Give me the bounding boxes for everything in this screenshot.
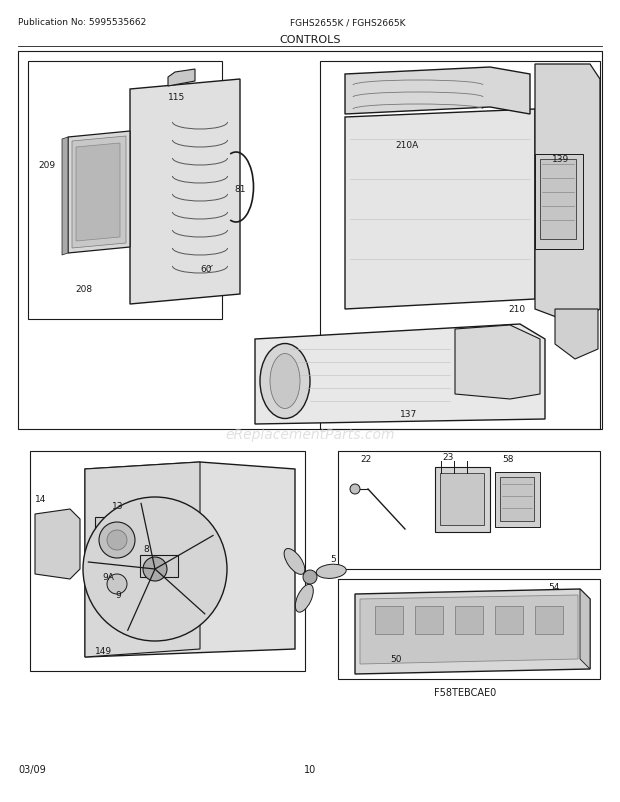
Polygon shape [35, 509, 80, 579]
Polygon shape [355, 589, 590, 674]
Text: 210A: 210A [395, 140, 418, 149]
Polygon shape [535, 65, 600, 325]
Polygon shape [130, 80, 240, 305]
Polygon shape [168, 70, 195, 87]
Bar [375, 606, 403, 634]
Polygon shape [76, 144, 120, 241]
Polygon shape [255, 325, 545, 424]
Text: 22: 22 [360, 455, 371, 464]
Text: 5: 5 [330, 555, 336, 564]
Bar [320, 62, 600, 429]
Text: 210: 210 [508, 305, 525, 314]
Polygon shape [580, 589, 590, 669]
Text: 208: 208 [75, 286, 92, 294]
Circle shape [99, 522, 135, 558]
Text: 54: 54 [548, 583, 559, 592]
Polygon shape [345, 110, 535, 310]
Bar [95, 517, 139, 563]
Bar [535, 155, 583, 249]
Text: 9: 9 [115, 591, 121, 600]
Text: 9A: 9A [102, 573, 114, 581]
Bar [495, 472, 540, 528]
Text: 58: 58 [502, 455, 513, 464]
Text: 13: 13 [112, 502, 123, 511]
Polygon shape [555, 310, 598, 359]
Text: FGHS2655K / FGHS2665K: FGHS2655K / FGHS2665K [290, 18, 405, 27]
Bar [140, 555, 178, 577]
Bar [30, 452, 305, 671]
Bar [455, 606, 483, 634]
Text: CONTROLS: CONTROLS [279, 35, 341, 45]
Text: 50: 50 [390, 654, 402, 664]
Ellipse shape [316, 565, 346, 579]
Bar [28, 62, 222, 320]
Bar [338, 452, 600, 569]
Polygon shape [85, 463, 295, 657]
Bar [500, 477, 534, 521]
Text: 137: 137 [400, 410, 417, 419]
Polygon shape [85, 463, 200, 657]
Circle shape [107, 530, 127, 550]
Text: 8: 8 [143, 545, 149, 554]
Text: 81: 81 [234, 185, 246, 194]
Bar [415, 606, 443, 634]
Polygon shape [72, 137, 126, 249]
Text: 03/09: 03/09 [18, 764, 46, 774]
Text: Publication No: 5995535662: Publication No: 5995535662 [18, 18, 146, 27]
Ellipse shape [295, 585, 313, 613]
Polygon shape [455, 326, 540, 399]
Bar [338, 579, 600, 679]
Polygon shape [68, 132, 130, 253]
Polygon shape [360, 595, 578, 664]
Bar [495, 606, 523, 634]
Text: 60: 60 [200, 265, 211, 274]
Polygon shape [62, 138, 68, 256]
Bar [540, 160, 576, 240]
Text: 10: 10 [304, 764, 316, 774]
Text: 23: 23 [442, 453, 453, 462]
Bar [435, 468, 490, 533]
Text: 209: 209 [38, 160, 55, 169]
Text: F58TEBCAE0: F58TEBCAE0 [434, 687, 496, 697]
Bar [440, 473, 484, 525]
Circle shape [143, 557, 167, 581]
Bar [535, 606, 563, 634]
Polygon shape [345, 68, 530, 115]
Ellipse shape [270, 354, 300, 409]
Text: 139: 139 [552, 156, 569, 164]
Circle shape [107, 574, 127, 594]
Circle shape [303, 570, 317, 585]
Text: eReplacementParts.com: eReplacementParts.com [225, 427, 395, 441]
Text: 149: 149 [95, 646, 112, 656]
Circle shape [83, 497, 227, 642]
Text: 115: 115 [168, 92, 185, 101]
Bar [18, 52, 602, 429]
Ellipse shape [284, 549, 305, 575]
Text: 14: 14 [35, 495, 46, 504]
Circle shape [350, 484, 360, 494]
Ellipse shape [260, 344, 310, 419]
